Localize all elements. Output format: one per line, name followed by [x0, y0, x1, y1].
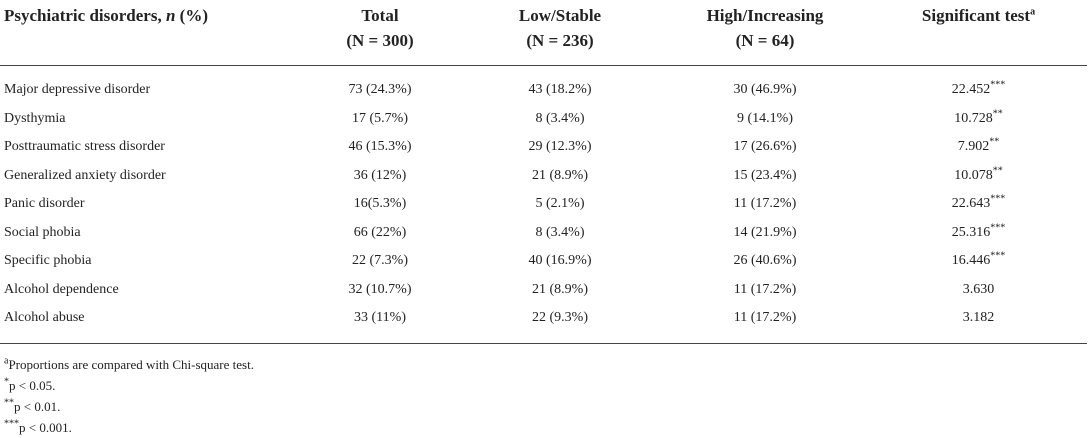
- footnote: **p < 0.01.: [4, 396, 254, 417]
- significant-test-cell: 10.728**: [870, 105, 1087, 134]
- significant-test-cell: 10.078**: [870, 162, 1087, 191]
- disorder-cell: Dysthymia: [4, 110, 66, 126]
- test-statistic: 22.452: [951, 82, 991, 98]
- table-row: Panic disorder 16(5.3%) 5 (2.1%) 11 (17.2%)…: [0, 190, 1087, 219]
- footnote-mark: ***: [4, 418, 19, 430]
- significance-mark: ***: [990, 79, 1006, 91]
- test-statistic: 10.728: [954, 110, 993, 126]
- footnote-text: p < 0.01.: [14, 399, 61, 414]
- footnote: ***p < 0.001.: [4, 417, 254, 438]
- total-cell: 73 (24.3%): [348, 82, 412, 98]
- low-stable-cell: 29 (12.3%): [528, 139, 592, 155]
- low-stable-cell: 21 (8.9%): [532, 281, 588, 297]
- header-low-stable: Low/Stable (N = 236): [460, 0, 660, 66]
- total-cell: 17 (5.7%): [352, 110, 408, 126]
- footnote: *p < 0.05.: [4, 375, 254, 396]
- table-footnotes: aProportions are compared with Chi-squar…: [4, 354, 254, 438]
- test-statistic: 3.182: [962, 310, 995, 326]
- significance-mark: ***: [990, 250, 1006, 262]
- disorder-cell: Panic disorder: [4, 196, 85, 212]
- low-stable-cell: 40 (16.9%): [528, 253, 592, 269]
- low-stable-cell: 22 (9.3%): [460, 304, 660, 344]
- high-increasing-cell: 15 (23.4%): [733, 167, 797, 183]
- significance-mark: **: [989, 136, 1000, 148]
- test-statistic: 25.316: [951, 224, 991, 240]
- table-row: Posttraumatic stress disorder 46 (15.3%) 2…: [0, 133, 1087, 162]
- high-increasing-cell: 11 (17.2%): [660, 304, 870, 344]
- header-high-increasing: High/Increasing (N = 64): [660, 0, 870, 66]
- footnote-mark: a: [4, 355, 9, 367]
- test-statistic: 10.078: [954, 167, 993, 183]
- significant-test-cell: 22.452***: [870, 66, 1087, 105]
- significance-mark: **: [992, 108, 1003, 120]
- significance-mark: **: [992, 165, 1003, 177]
- total-cell: 66 (22%): [353, 224, 407, 240]
- disorder-cell: Alcohol dependence: [4, 281, 119, 297]
- significant-test-cell: 3.182: [870, 304, 1087, 344]
- total-cell: 32 (10.7%): [348, 281, 412, 297]
- footnote-text: p < 0.05.: [9, 378, 56, 393]
- test-statistic: 22.643: [951, 196, 991, 212]
- total-cell: 46 (15.3%): [348, 139, 412, 155]
- footnote-mark: *: [4, 376, 9, 388]
- low-stable-cell: 21 (8.9%): [532, 167, 588, 183]
- disorder-cell: Social phobia: [4, 224, 81, 240]
- table-row: Major depressive disorder 73 (24.3%) 43 (1…: [0, 66, 1087, 105]
- high-increasing-cell: 30 (46.9%): [733, 82, 797, 98]
- test-statistic: 3.630: [962, 281, 995, 297]
- total-cell: 16(5.3%): [353, 196, 407, 212]
- total-cell: 22 (7.3%): [352, 253, 408, 269]
- high-increasing-cell: 9 (14.1%): [737, 110, 793, 126]
- disorder-cell: Generalized anxiety disorder: [4, 167, 166, 183]
- high-increasing-cell: 26 (40.6%): [733, 253, 797, 269]
- disorder-cell: Major depressive disorder: [4, 82, 151, 98]
- results-table-container: Psychiatric disorders, n (%) Total (N = 3…: [0, 0, 1087, 344]
- significant-test-cell: 16.446***: [870, 247, 1087, 276]
- test-statistic: 7.902: [957, 139, 990, 155]
- footnote-text: p < 0.001.: [19, 420, 72, 435]
- low-stable-cell: 8 (3.4%): [535, 224, 585, 240]
- significant-test-cell: 25.316***: [870, 219, 1087, 248]
- significance-mark: ***: [990, 193, 1006, 205]
- table-row: Specific phobia 22 (7.3%) 40 (16.9%) 26 (40…: [0, 247, 1087, 276]
- footnote-text: Proportions are compared with Chi-square…: [8, 357, 254, 372]
- high-increasing-cell: 11 (17.2%): [733, 281, 797, 297]
- disorder-cell: Posttraumatic stress disorder: [4, 139, 165, 155]
- table-row: Social phobia 66 (22%) 8 (3.4%) 14 (21.9%) 2…: [0, 219, 1087, 248]
- significant-test-cell: 7.902**: [870, 133, 1087, 162]
- header-significant-test: Significant testa: [870, 0, 1087, 66]
- total-cell: 36 (12%): [353, 167, 407, 183]
- significance-mark: ***: [990, 222, 1006, 234]
- high-increasing-cell: 14 (21.9%): [733, 224, 797, 240]
- high-increasing-cell: 11 (17.2%): [733, 196, 797, 212]
- table-header-row: Psychiatric disorders, n (%) Total (N = 3…: [0, 0, 1087, 66]
- header-total: Total (N = 300): [300, 0, 460, 66]
- table-row: Alcohol dependence 32 (10.7%) 21 (8.9%) 11 …: [0, 276, 1087, 305]
- low-stable-cell: 5 (2.1%): [535, 196, 585, 212]
- disorder-cell: Specific phobia: [4, 253, 92, 269]
- total-cell: 33 (11%): [300, 304, 460, 344]
- psychiatric-disorders-table: Psychiatric disorders, n (%) Total (N = 3…: [0, 0, 1087, 344]
- disorder-cell: Alcohol abuse: [0, 304, 300, 344]
- high-increasing-cell: 17 (26.6%): [733, 139, 797, 155]
- table-row: Alcohol abuse 33 (11%) 22 (9.3%) 11 (17.2%)…: [0, 304, 1087, 344]
- footnote-mark: **: [4, 397, 14, 409]
- low-stable-cell: 8 (3.4%): [535, 110, 585, 126]
- table-row: Generalized anxiety disorder 36 (12%) 21 (…: [0, 162, 1087, 191]
- low-stable-cell: 43 (18.2%): [528, 82, 592, 98]
- table-row: Dysthymia 17 (5.7%) 8 (3.4%) 9 (14.1%) 10.72…: [0, 105, 1087, 134]
- test-statistic: 16.446: [951, 253, 991, 269]
- significant-test-cell: 22.643***: [870, 190, 1087, 219]
- significant-test-cell: 3.630: [870, 276, 1087, 305]
- header-disorders: Psychiatric disorders, n (%): [0, 0, 300, 66]
- footnote: aProportions are compared with Chi-squar…: [4, 354, 254, 375]
